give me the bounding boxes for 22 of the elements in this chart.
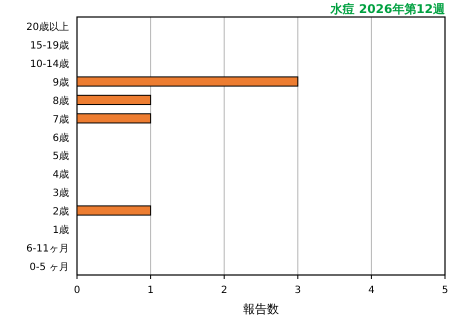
x-tick-label: 0	[74, 285, 80, 296]
y-tick-label: 5歳	[52, 150, 69, 162]
y-tick-label: 3歳	[52, 187, 69, 200]
y-tick-label: 2歳	[52, 206, 69, 218]
y-tick-label: 4歳	[52, 168, 69, 181]
x-tick-label: 2	[221, 285, 228, 296]
y-tick-label: 0-5 ヶ月	[29, 262, 69, 273]
y-tick-label: 20歳以上	[26, 21, 69, 34]
x-tick-label: 4	[368, 285, 375, 296]
chart-title: 水痘 2026年第12週	[330, 2, 446, 16]
x-axis-title: 報告数	[243, 302, 279, 316]
y-tick-label: 6-11ヶ月	[26, 243, 69, 254]
y-tick-label: 9歳	[52, 76, 69, 88]
y-tick-label: 15-19歳	[30, 40, 69, 52]
y-tick-label: 10-14歳	[30, 58, 69, 70]
y-tick-label: 6歳	[52, 132, 69, 144]
y-tick-label: 1歳	[52, 224, 69, 236]
x-tick-label: 3	[294, 285, 301, 296]
y-tick-label: 8歳	[52, 94, 69, 107]
y-tick-label: 7歳	[52, 113, 69, 126]
x-tick-label: 5	[442, 285, 448, 296]
x-tick-label: 1	[147, 285, 154, 296]
